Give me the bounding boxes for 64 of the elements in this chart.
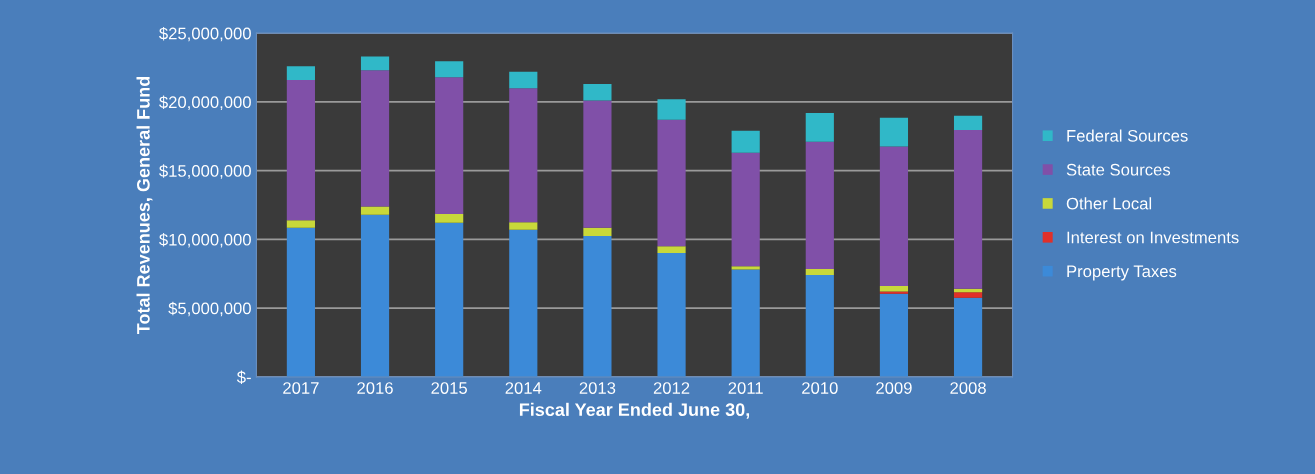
x-tick-label: 2009 [876, 382, 912, 394]
bar [286, 227, 315, 377]
bar [435, 213, 464, 223]
y-tick-label: $5,000,000 [168, 301, 251, 317]
y-tick-label: $- [236, 370, 251, 385]
legend-label: Federal Sources [1067, 129, 1188, 142]
bar [583, 235, 612, 377]
bar [286, 66, 315, 80]
legend-label: Interest on Investments [1067, 231, 1239, 244]
bar [360, 70, 390, 207]
bar [583, 100, 612, 228]
x-tick-label: 2014 [505, 382, 542, 394]
bar [509, 71, 538, 89]
bar [509, 229, 538, 377]
bar [879, 146, 909, 287]
bar [731, 130, 760, 153]
bar [953, 130, 983, 289]
bar [657, 253, 686, 377]
bar [360, 214, 390, 377]
bar [953, 115, 983, 131]
bar [435, 222, 464, 377]
x-axis-title: Fiscal Year Ended June 30, [519, 402, 750, 419]
bar [286, 79, 315, 221]
y-tick-label: $15,000,000 [159, 164, 251, 179]
bar [509, 222, 538, 230]
x-tick-label: 2015 [431, 382, 467, 394]
legend-label: Other Local [1066, 197, 1152, 210]
bar [731, 266, 760, 270]
y-tick-label: $25,000,000 [159, 26, 251, 42]
legend-label: State Sources [1066, 163, 1171, 176]
bar [509, 88, 538, 223]
bar [731, 269, 760, 377]
bar [879, 291, 909, 294]
bar [953, 292, 983, 298]
bar [805, 275, 834, 377]
bar [286, 220, 315, 228]
bar [360, 206, 390, 215]
bar [953, 297, 983, 377]
bar [805, 268, 834, 276]
y-tick-label: $10,000,000 [159, 233, 251, 248]
x-tick-label: 2017 [283, 382, 319, 394]
bar [657, 119, 686, 247]
x-tick-label: 2013 [579, 382, 616, 394]
x-tick-label: 2008 [950, 382, 986, 394]
bar [435, 77, 464, 214]
bar [879, 286, 909, 292]
x-tick-label: 2016 [357, 382, 393, 394]
bar [435, 61, 464, 78]
y-axis-title: Total Revenues, General Fund [136, 76, 153, 335]
bar [805, 141, 834, 269]
y-tick-label: $20,000,000 [159, 95, 251, 111]
bar [657, 246, 686, 254]
bar [879, 293, 909, 377]
x-tick-label: 2010 [802, 382, 838, 394]
bar [583, 227, 612, 236]
bar [731, 152, 760, 267]
bar [657, 99, 686, 120]
bar [805, 112, 834, 142]
x-tick-label: 2011 [728, 382, 763, 394]
legend-label: Property Taxes [1067, 265, 1177, 281]
bar [360, 56, 390, 71]
bar [879, 117, 909, 147]
bar [583, 84, 612, 101]
x-tick-label: 2012 [653, 382, 690, 394]
